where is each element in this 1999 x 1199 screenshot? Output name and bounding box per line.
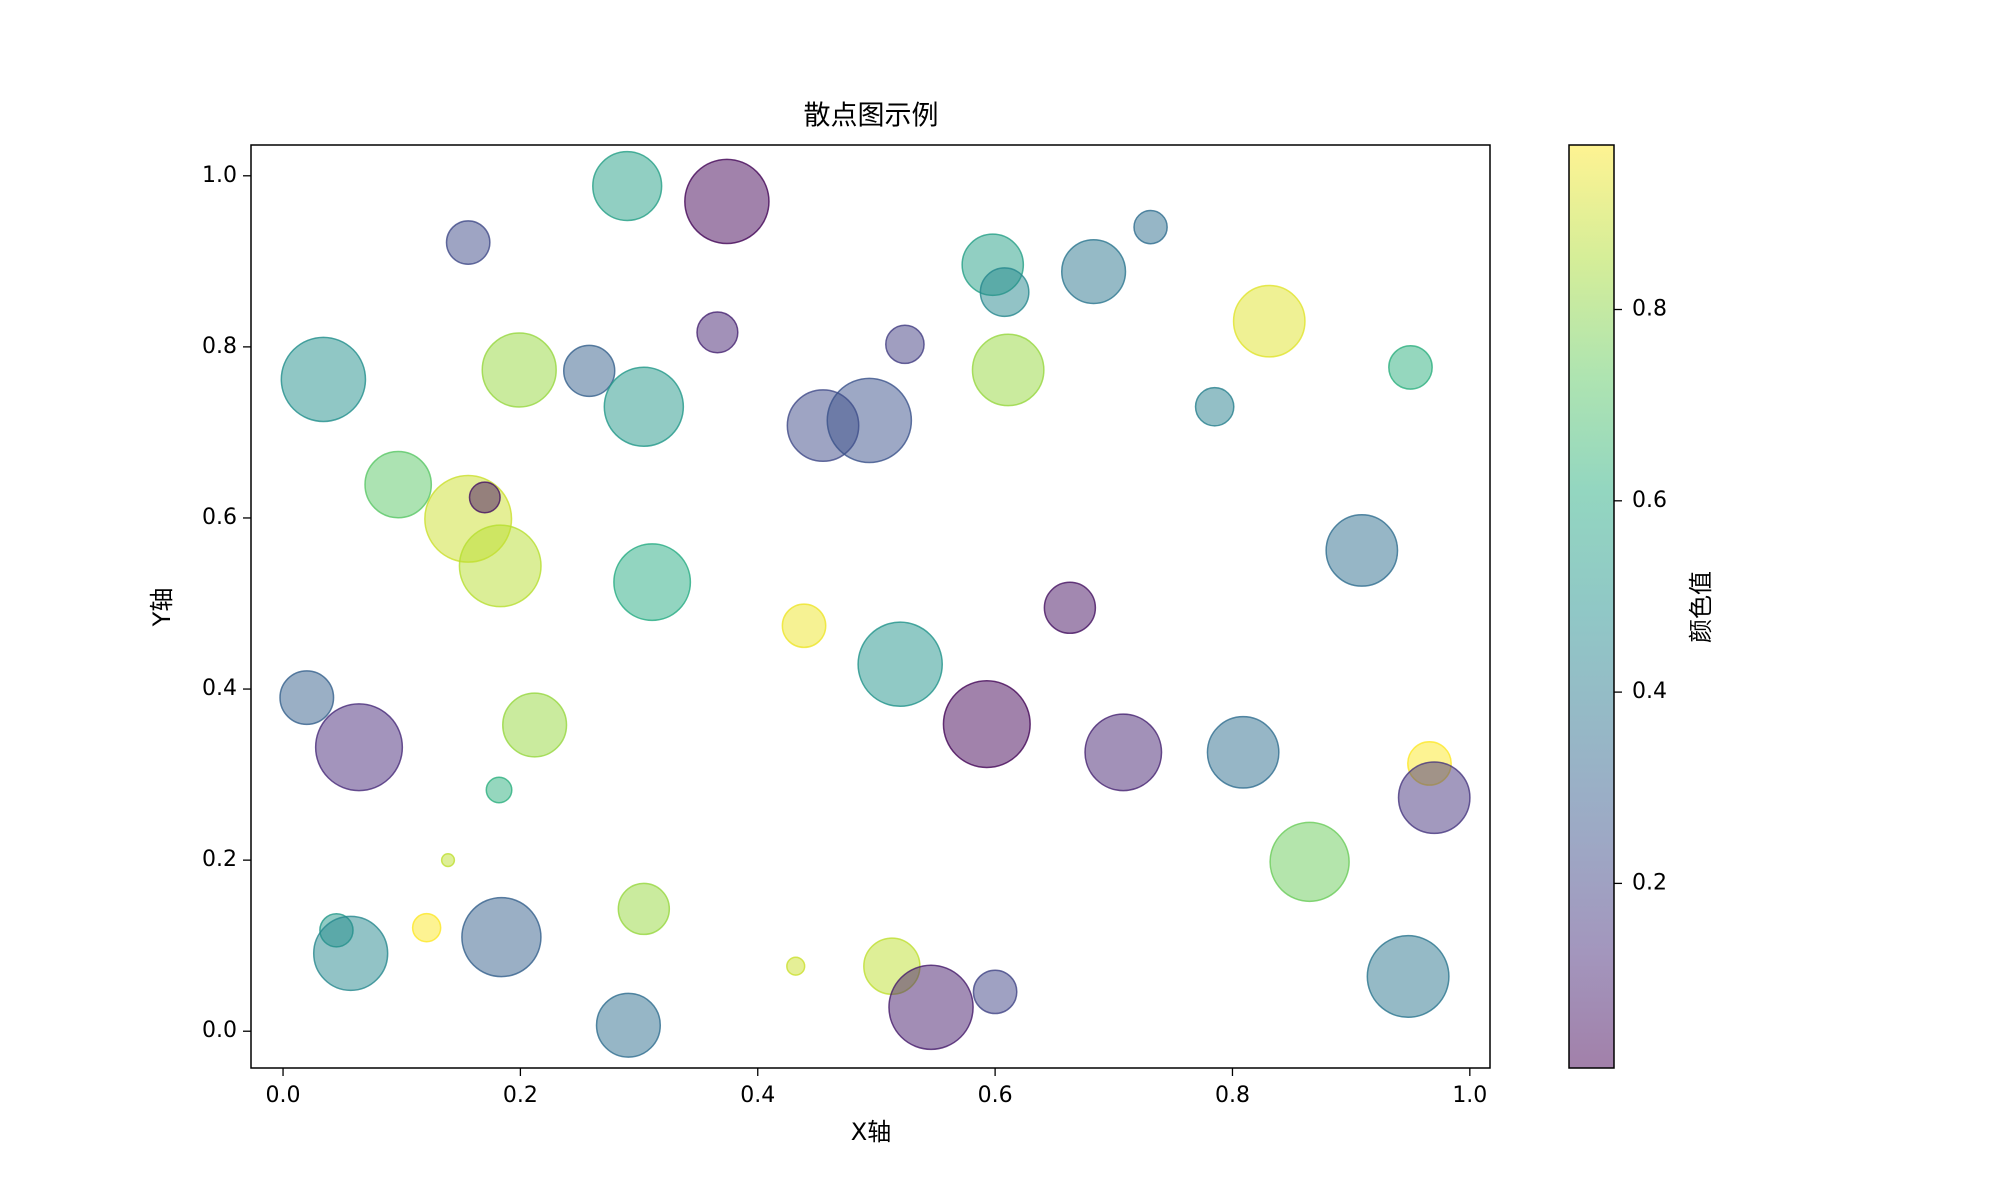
bubble xyxy=(684,158,770,245)
x-axis-label: X轴 xyxy=(851,1118,891,1146)
bubble xyxy=(468,481,501,514)
bubble xyxy=(617,882,671,936)
bubble xyxy=(562,344,616,398)
bubble xyxy=(485,776,513,804)
bubble xyxy=(826,377,913,464)
x-tick-label: 0.8 xyxy=(1215,1083,1250,1108)
bubble xyxy=(1043,581,1097,635)
colorbar-tick-label: 0.6 xyxy=(1632,488,1667,513)
bubble xyxy=(445,220,491,265)
bubble xyxy=(1133,209,1168,245)
bubble xyxy=(411,912,442,943)
bubble xyxy=(314,703,404,792)
bubble xyxy=(1388,344,1433,390)
bubble xyxy=(1232,284,1306,358)
bubble xyxy=(613,543,692,622)
bubble xyxy=(696,311,739,354)
bubble xyxy=(279,670,335,726)
colorbar-tick-label: 0.2 xyxy=(1632,870,1667,895)
chart-title: 散点图示例 xyxy=(804,101,939,132)
x-tick-label: 0.4 xyxy=(740,1083,775,1108)
bubble xyxy=(502,692,568,758)
bubble xyxy=(592,150,663,222)
bubble xyxy=(972,969,1018,1015)
y-axis-label: Y轴 xyxy=(148,588,176,628)
bubble xyxy=(1194,386,1235,427)
bubble xyxy=(1084,713,1163,792)
y-tick-label: 0.4 xyxy=(202,676,237,701)
bubble xyxy=(461,896,542,978)
bubble xyxy=(364,450,433,519)
colorbar-tick-label: 0.8 xyxy=(1632,297,1667,322)
bubble xyxy=(971,333,1045,407)
bubble xyxy=(312,915,389,992)
x-tick-label: 0.0 xyxy=(266,1083,301,1108)
y-tick-label: 0.0 xyxy=(202,1018,237,1043)
bubble xyxy=(458,524,542,608)
x-tick-label: 0.2 xyxy=(503,1083,538,1108)
points xyxy=(279,150,1471,1058)
x-tick-label: 1.0 xyxy=(1452,1083,1487,1108)
x-tick-label: 0.6 xyxy=(978,1083,1013,1108)
y-tick-label: 0.6 xyxy=(202,505,237,530)
colorbar-tick-label: 0.4 xyxy=(1632,679,1667,704)
bubble xyxy=(942,680,1031,769)
bubble xyxy=(1206,715,1280,789)
bubble xyxy=(1366,934,1450,1019)
bubble xyxy=(1060,238,1127,305)
bubble xyxy=(857,621,943,708)
colorbar xyxy=(1568,144,1615,1069)
bubble xyxy=(280,336,367,423)
bubble xyxy=(603,366,685,448)
bubble xyxy=(781,603,827,649)
bubble xyxy=(595,992,662,1058)
bubble xyxy=(1325,514,1399,587)
bubble xyxy=(440,853,456,868)
colorbar-label: 颜色值 xyxy=(1687,571,1715,643)
y-tick-label: 0.2 xyxy=(202,847,237,872)
bubble xyxy=(888,964,974,1051)
y-tick-label: 1.0 xyxy=(202,163,237,188)
bubble xyxy=(1269,821,1350,903)
y-tick-label: 0.8 xyxy=(202,334,237,359)
bubble xyxy=(885,324,925,365)
plot-frame xyxy=(250,144,1491,1069)
bubble xyxy=(481,332,557,408)
bubble xyxy=(979,267,1030,318)
bubble xyxy=(786,956,806,976)
bubble xyxy=(1397,761,1471,835)
